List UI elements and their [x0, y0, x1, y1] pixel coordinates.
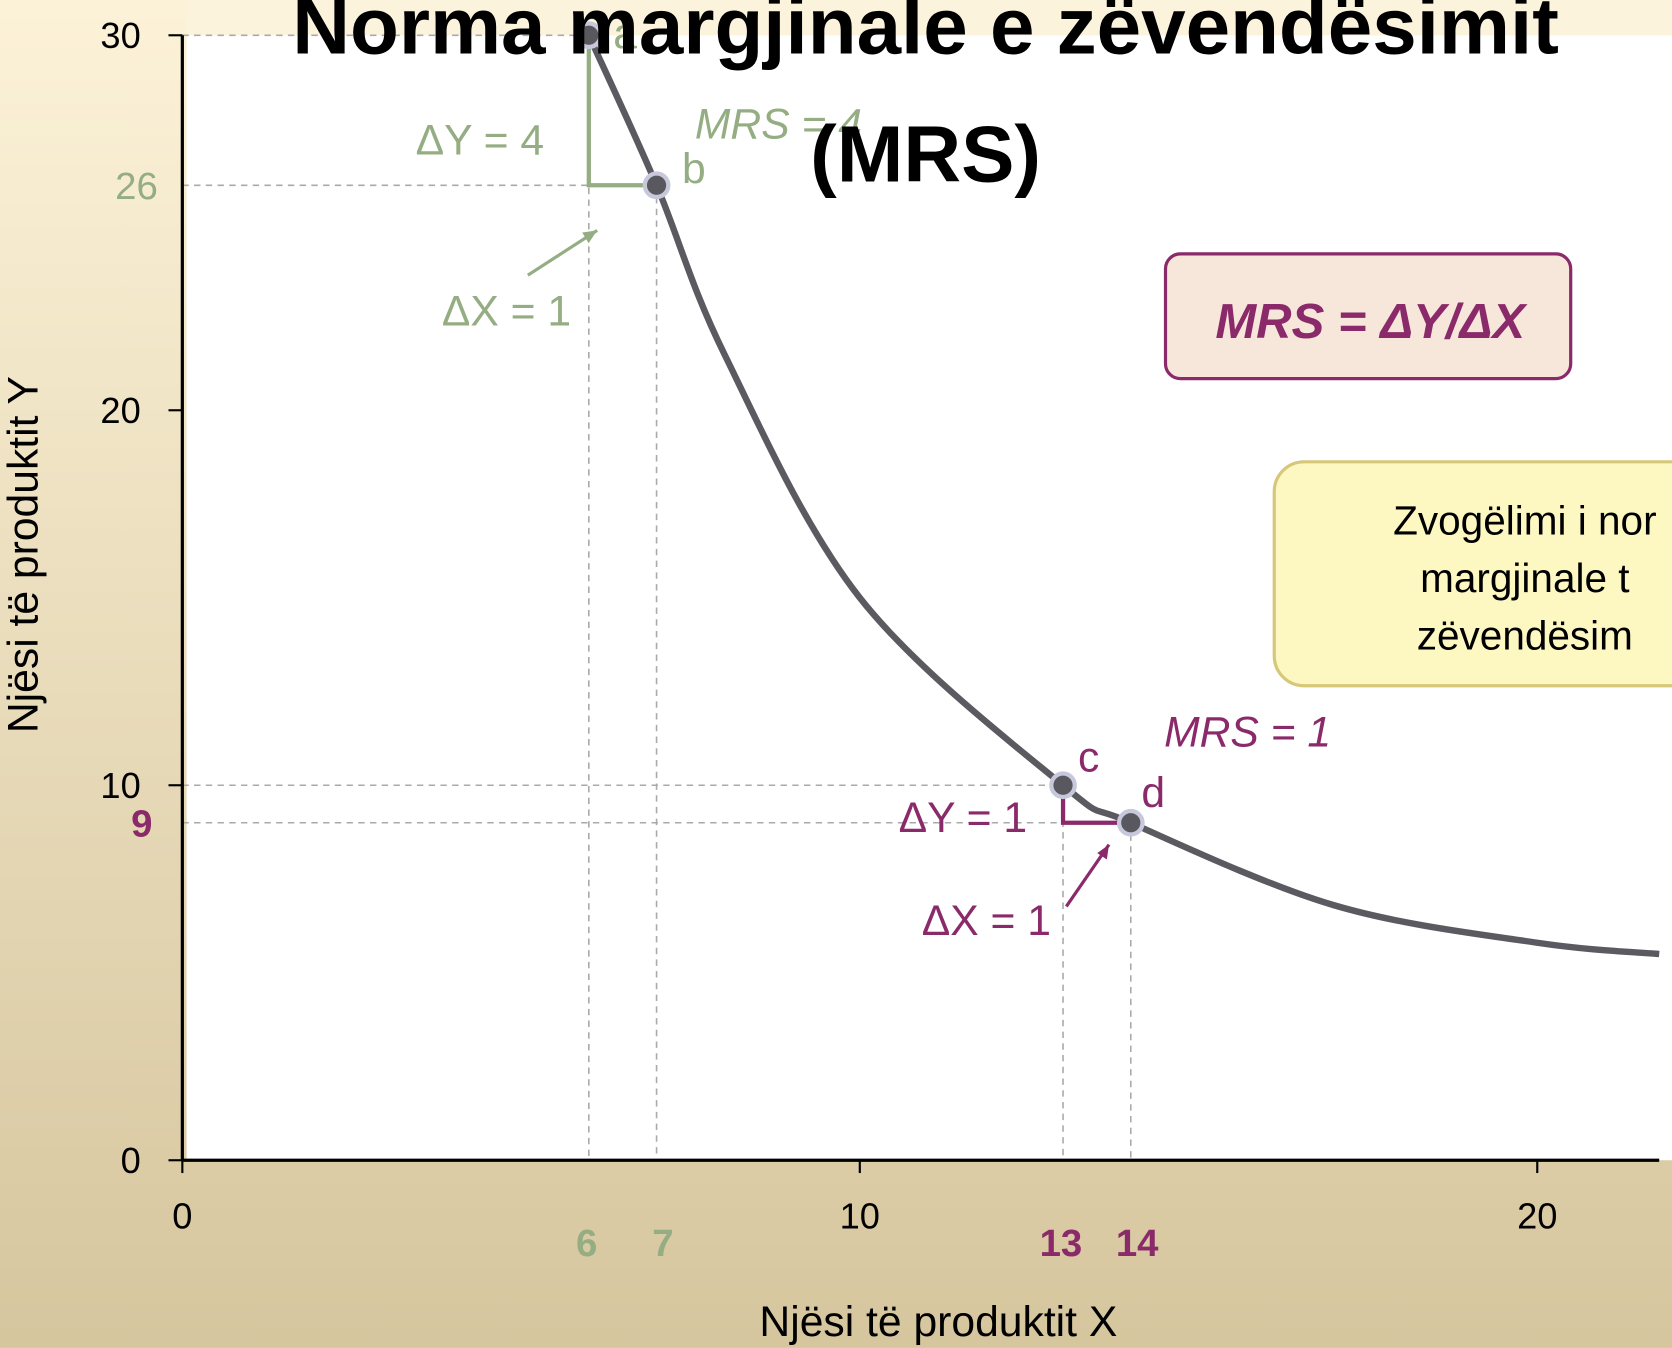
- callout: Zvogëlimi i nor margjinale t zëvendësim: [1393, 497, 1656, 658]
- annotation: ΔY = 4: [416, 117, 544, 165]
- x-tick-label: 10: [840, 1195, 880, 1236]
- point-label: c: [1078, 733, 1099, 781]
- callout-box: [1272, 460, 1672, 688]
- annotation: ΔX = 1: [922, 897, 1051, 945]
- indifference-curve: [585, 33, 1660, 958]
- point-label: d: [1141, 769, 1165, 817]
- marked-x-tick-label: 14: [1116, 1222, 1159, 1265]
- callout-text: zëvendësim: [1417, 612, 1633, 658]
- plot: 0 10 20 30 0 10 20 6 7 13 14 26 9 a b cd ΔY = 4 MRS = 4 ΔX…: [100, 10, 1660, 1265]
- y-tick-label: 20: [100, 390, 140, 431]
- callout-text: Zvogëlimi i nor: [1393, 497, 1656, 543]
- arrow-head: [1097, 844, 1109, 860]
- callout-text: margjinale t: [1420, 555, 1629, 601]
- x-tick-label: 0: [172, 1195, 192, 1236]
- formula-box: [1163, 252, 1573, 381]
- point: [642, 171, 671, 200]
- step-bracket: [586, 35, 657, 188]
- title: (MRS): [810, 109, 1041, 198]
- annotation: ΔX = 1: [442, 287, 571, 335]
- point: [1116, 808, 1145, 837]
- title: Norma margjinale e zëvendësimit: [292, 0, 1559, 70]
- title-strip: [186, 0, 1672, 36]
- annotation: ΔY = 1: [899, 794, 1027, 842]
- x-axis-label: Njësi të produktit X: [759, 1298, 1117, 1346]
- y-tick-label: 10: [100, 765, 140, 806]
- marked-x-tick-label: 13: [1040, 1222, 1083, 1265]
- y-tick-label: 0: [121, 1140, 141, 1181]
- arrow-head: [582, 230, 598, 244]
- annotation: MRS = 4: [695, 101, 862, 149]
- point-label: b: [682, 145, 706, 193]
- y-tick-label: 30: [100, 15, 140, 56]
- marked-x-tick-label: 6: [576, 1222, 597, 1265]
- marked-y-tick-label: 9: [131, 803, 152, 846]
- point: [1049, 771, 1077, 800]
- x-tick-label: 20: [1517, 1195, 1557, 1236]
- point: [574, 21, 603, 50]
- marked-x-tick-label: 7: [652, 1222, 673, 1265]
- formula: MRS = ΔY/ΔX: [1215, 295, 1528, 349]
- annotation: MRS = 1: [1164, 709, 1331, 757]
- y-axis-label: Njësi të produktit Y: [0, 376, 47, 733]
- point-label: a: [613, 10, 637, 58]
- marked-y-tick-label: 26: [115, 165, 158, 208]
